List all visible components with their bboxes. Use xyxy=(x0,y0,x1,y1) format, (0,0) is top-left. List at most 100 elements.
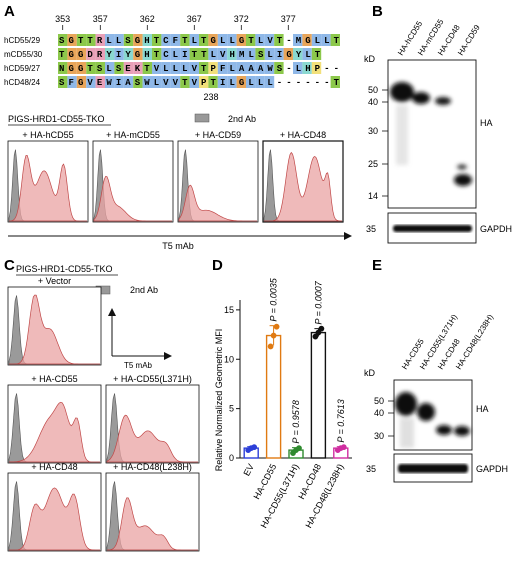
kd-marker: 50 xyxy=(374,396,384,406)
data-point xyxy=(270,332,277,339)
kd-marker: 25 xyxy=(368,159,378,169)
panel-d: D Relative Normalized Geometric MFI 0 5 10… xyxy=(212,257,352,530)
panel-b-kd-markers: 50 40 30 25 14 xyxy=(368,85,388,201)
p-value-label: P = 0.9578 xyxy=(291,400,301,443)
y-tick-label: 10 xyxy=(224,354,234,364)
y-tick-label: 5 xyxy=(229,404,234,414)
bar xyxy=(310,331,327,459)
panel-c-cell-line: PIGS-HRD1-CD55-TKO xyxy=(16,264,113,274)
panel-c: C PIGS-HRD1-CD55-TKO 2nd Ab T5 mAb + Vec… xyxy=(4,257,200,552)
data-point xyxy=(318,325,325,332)
histogram-label: + HA-CD55 xyxy=(31,374,77,384)
histogram-label: + HA-CD55(L371H) xyxy=(113,374,192,384)
alignment-position-label: 357 xyxy=(93,14,108,24)
p-value-label: P = 0.0007 xyxy=(313,280,323,324)
histogram-label: + HA-CD48 xyxy=(31,462,77,472)
sample-histogram xyxy=(106,414,198,463)
alignment-sequence-names: hCD55/29 mCD55/30 hCD59/27 hCD48/24 xyxy=(4,36,43,87)
panel-a-histograms: + HA-hCD55 + HA-mCD55 + HA-CD59 + HA-CD48 xyxy=(7,130,344,223)
sample-histogram xyxy=(8,401,100,463)
histogram-label: + HA-CD59 xyxy=(195,130,241,140)
panel-c-legend-label: 2nd Ab xyxy=(130,285,158,295)
panel-letter-d: D xyxy=(212,257,223,274)
panel-e-lane-labels: HA-CD55HA-CD55(L371H)HA-CD48HA-CD48(L238… xyxy=(400,312,495,371)
panel-e-kd-markers: 50 40 30 xyxy=(374,396,394,441)
data-point xyxy=(312,333,319,340)
bar xyxy=(265,334,282,459)
p-value-label: P = 0.0035 xyxy=(269,277,279,321)
panel-e: E HA-CD55HA-CD55(L371H)HA-CD48HA-CD48(L2… xyxy=(364,257,508,483)
alignment-position-label: 362 xyxy=(140,14,155,24)
panel-e-band-label: HA xyxy=(476,404,489,414)
alignment-position-label: 372 xyxy=(234,14,249,24)
sample-histogram xyxy=(9,294,100,365)
kd-marker: 50 xyxy=(368,85,378,95)
legend-swatch-2nd-ab xyxy=(194,113,210,123)
data-point xyxy=(296,445,302,452)
alignment-position-labels: 353 357 362 367 372 377 xyxy=(55,14,296,30)
sequence-alignment: SGTTRLLSGHTCFTLTGLLGTLVT-MGLLT TGGDRYIYGH… xyxy=(58,34,340,88)
histogram-label: + HA-CD48 xyxy=(280,130,326,140)
kd-marker: 14 xyxy=(368,191,378,201)
flow-histogram: + HA-CD55(L371H) xyxy=(105,374,200,464)
chart-y-label: Relative Normalized Geometric MFI xyxy=(214,329,224,472)
sequence-name: mCD55/30 xyxy=(4,50,43,59)
sequence-row: SFGVEWIASWLVVTVPTILGLLL------T xyxy=(58,76,340,88)
flow-histogram: + HA-CD48 xyxy=(262,130,344,223)
flow-histogram: + HA-CD59 xyxy=(177,130,259,223)
flow-histogram: + HA-CD48(L238H) xyxy=(105,462,200,552)
sequence-row: NGGTSLSEKTVLLLVTPFLAAAWS-LHP-- xyxy=(58,62,339,74)
sequence-name: hCD48/24 xyxy=(4,78,41,87)
panel-letter-c: C xyxy=(4,257,15,274)
histogram-label: + HA-CD48(L238H) xyxy=(113,462,192,472)
panel-a-legend-label: 2nd Ab xyxy=(228,114,256,124)
data-point xyxy=(273,323,280,330)
panel-e-kd-label: kD xyxy=(364,368,376,378)
alignment-position-label: 353 xyxy=(55,14,70,24)
flow-histogram: + HA-mCD55 xyxy=(92,130,174,223)
alignment-position-label: 367 xyxy=(187,14,202,24)
sequence-row: TGGDRYIYGHTCLITTLVHMLSLIGYLT xyxy=(58,48,322,60)
flow-histogram: + HA-CD48 xyxy=(7,462,102,552)
sample-histogram xyxy=(264,151,343,222)
y-tick-label: 0 xyxy=(229,453,234,463)
flow-histogram: + HA-CD55 xyxy=(7,374,102,464)
data-point xyxy=(315,329,322,336)
panel-e-gapdh-marker: 35 xyxy=(366,464,376,474)
data-point xyxy=(251,444,258,451)
histogram-label: + Vector xyxy=(38,276,71,286)
sequence-name: hCD55/29 xyxy=(4,36,41,45)
y-tick-label: 15 xyxy=(224,305,234,315)
sample-histogram xyxy=(93,175,172,222)
x-tick-label: EV xyxy=(241,462,255,477)
data-point xyxy=(267,343,274,350)
panel-letter-b: B xyxy=(372,3,383,20)
panel-e-gapdh-label: GAPDH xyxy=(476,464,508,474)
panel-b-gapdh-marker: 35 xyxy=(366,224,376,234)
kd-marker: 30 xyxy=(368,126,378,136)
sample-histogram xyxy=(9,487,100,551)
sample-histogram xyxy=(178,184,257,222)
p-value-label: P = 0.7613 xyxy=(336,399,346,442)
panel-e-gapdh-bands xyxy=(398,464,468,473)
panel-b-gapdh-label: GAPDH xyxy=(480,224,512,234)
kd-marker: 40 xyxy=(368,97,378,107)
sample-histogram xyxy=(8,155,87,222)
panel-b-band-label: HA xyxy=(480,118,493,128)
alignment-position-label: 377 xyxy=(281,14,296,24)
panel-b-ha-bands xyxy=(390,82,472,186)
histogram-label: + HA-mCD55 xyxy=(106,130,160,140)
panel-a: A 353 357 362 367 372 377 hCD55/29mCD55/30hCD… xyxy=(4,3,352,251)
panel-letter-e: E xyxy=(372,257,382,274)
sample-histogram xyxy=(106,497,198,551)
alignment-marker-238: 238 xyxy=(203,92,218,102)
data-point xyxy=(340,444,347,451)
flow-histogram: + Vector xyxy=(7,276,102,366)
panel-c-histograms: + Vector + HA-CD55 + HA-CD55(L371H) + HA-CD… xyxy=(7,276,200,552)
panel-c-x-label: T5 mAb xyxy=(124,361,153,370)
flow-histogram: + HA-hCD55 xyxy=(7,130,89,223)
panel-b-gapdh-bands xyxy=(393,225,472,232)
